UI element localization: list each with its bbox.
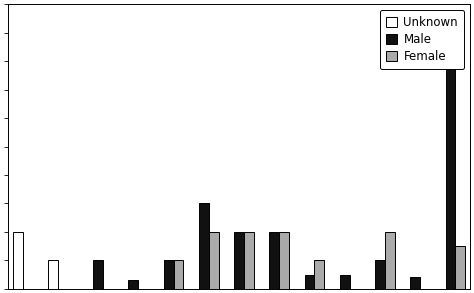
Bar <box>269 232 279 289</box>
Bar <box>128 280 138 289</box>
Bar <box>234 232 244 289</box>
Bar <box>375 260 385 289</box>
Bar <box>199 203 209 289</box>
Bar <box>410 277 420 289</box>
Legend: Unknown, Male, Female: Unknown, Male, Female <box>380 10 464 69</box>
Bar <box>93 260 103 289</box>
Bar <box>209 232 219 289</box>
Bar <box>456 246 465 289</box>
Bar <box>164 260 173 289</box>
Bar <box>314 260 324 289</box>
Bar <box>173 260 183 289</box>
Bar <box>305 275 314 289</box>
Bar <box>48 260 58 289</box>
Bar <box>279 232 289 289</box>
Bar <box>340 275 350 289</box>
Bar <box>385 232 395 289</box>
Bar <box>13 232 23 289</box>
Bar <box>446 61 456 289</box>
Bar <box>244 232 254 289</box>
